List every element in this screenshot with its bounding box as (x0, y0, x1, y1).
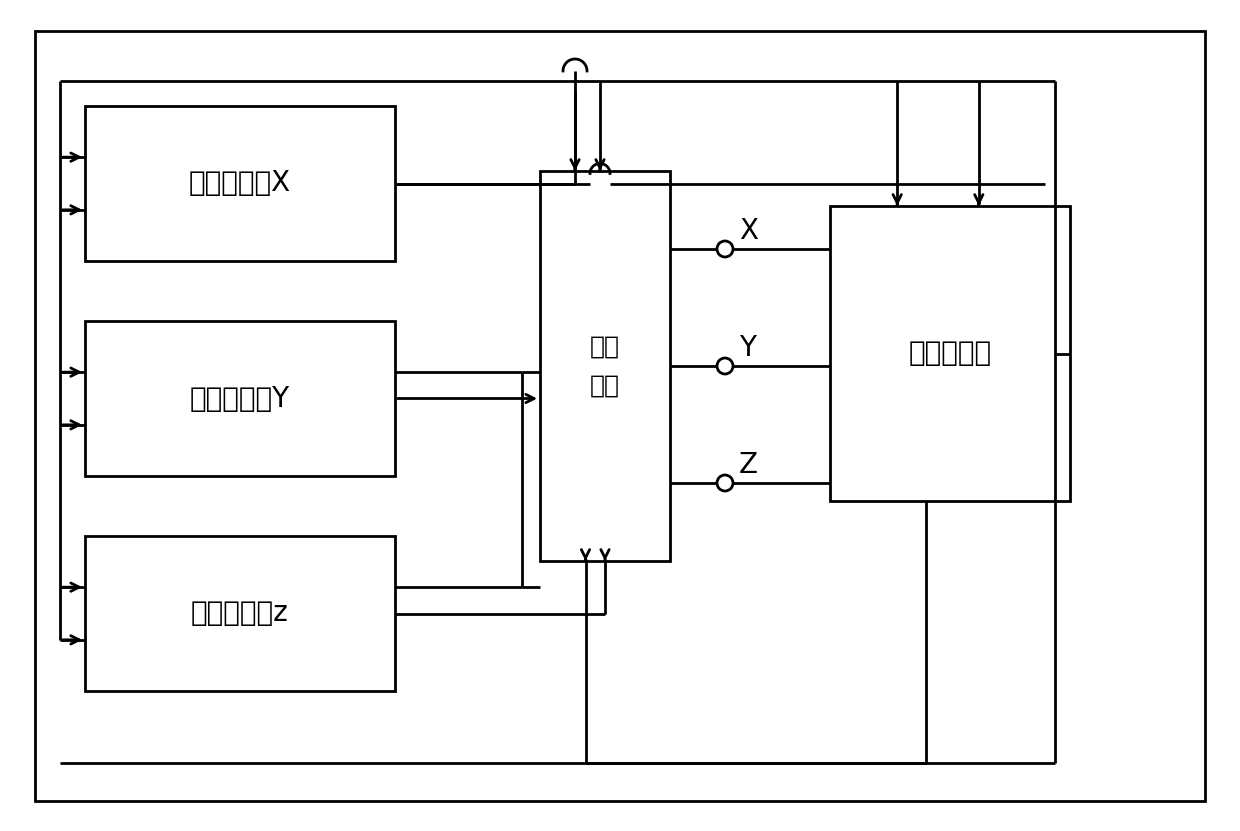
Bar (86, 536, 396, 691)
Text: 迭代积分器Y: 迭代积分器Y (190, 385, 290, 412)
Text: X: X (739, 217, 758, 245)
Text: Z: Z (739, 451, 758, 479)
Bar (86, 321, 396, 476)
Text: 组合乘法器: 组合乘法器 (909, 340, 992, 367)
Bar (830, 206, 1070, 501)
Bar (539, 171, 670, 561)
Bar (86, 106, 396, 261)
Text: 迭代积分器z: 迭代积分器z (191, 599, 289, 627)
Text: 输出
模块: 输出 模块 (590, 334, 620, 397)
Text: Y: Y (739, 334, 756, 362)
Text: 迭代积分器X: 迭代积分器X (188, 170, 291, 198)
